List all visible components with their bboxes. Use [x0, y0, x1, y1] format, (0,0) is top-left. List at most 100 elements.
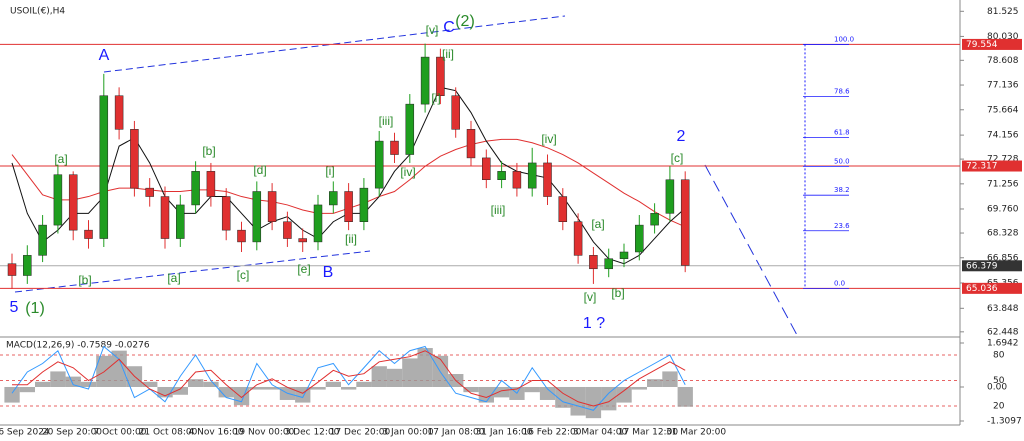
macd-bar — [325, 381, 341, 387]
y-tick-label: 62.448 — [987, 327, 1019, 337]
y-tick-label: 1.6942 — [987, 339, 1019, 349]
macd-bar — [524, 386, 540, 393]
fib-level-label: 23.6 — [834, 222, 850, 230]
wave-label: [d] — [253, 163, 266, 177]
x-tick-label: 31 Mar 20:00 — [666, 428, 726, 438]
y-tick-label: 0.00 — [987, 382, 1007, 392]
wave-label: [a] — [54, 152, 67, 166]
wave-label: 2 — [677, 128, 686, 145]
x-tick-label: 16 Feb 22:00 — [522, 428, 581, 438]
wave-label: [v] — [426, 23, 439, 37]
y-tick-label: 63.848 — [987, 304, 1019, 314]
candle-body — [53, 174, 63, 226]
candle-body — [543, 162, 552, 197]
oscillator-line — [12, 350, 686, 407]
candle-body — [589, 255, 598, 270]
wave-label: 5 — [10, 299, 19, 316]
wave-label: 1 ? — [583, 315, 605, 332]
wave-label: A — [99, 47, 110, 64]
trend-line — [704, 164, 798, 336]
macd-bar — [310, 386, 326, 390]
x-tick-label: 21 Oct 08:00 — [139, 428, 198, 438]
candle-body — [329, 191, 338, 206]
candle-body — [99, 95, 109, 239]
macd-bar — [341, 386, 357, 390]
candle-body — [527, 162, 537, 189]
macd-bar — [19, 386, 35, 393]
macd-bar — [371, 366, 387, 387]
oscillator-line — [11, 345, 686, 411]
macd-bar — [35, 381, 51, 387]
candle-body — [267, 191, 277, 222]
candle-body — [344, 191, 353, 222]
x-tick-label: 17 Dec 20:00 — [330, 428, 391, 438]
wave-label: [c] — [237, 268, 250, 282]
wave-label: C — [443, 19, 455, 36]
fib-level-label: 50.0 — [834, 157, 850, 165]
wave-label: [v] — [584, 290, 597, 304]
candle-body — [635, 224, 644, 253]
price-flag — [962, 38, 1022, 50]
x-tick-label: 17 Mar 12:00 — [618, 428, 678, 438]
wave-label: [c] — [671, 151, 684, 165]
x-tick-label: 7 Oct 00:00 — [94, 428, 147, 438]
price-flag — [962, 260, 1022, 272]
macd-bar — [601, 386, 617, 411]
candle-body — [359, 187, 369, 222]
macd-bar — [111, 350, 127, 387]
wave-label: [b] — [78, 273, 91, 287]
candle-body — [298, 238, 307, 243]
macd-bar — [218, 386, 234, 398]
wave-label: [i] — [325, 164, 334, 178]
wave-label: B — [323, 264, 334, 281]
wave-label: [b] — [202, 144, 215, 158]
candle-body — [206, 171, 216, 197]
candle-body — [23, 255, 32, 276]
candle-body — [558, 196, 568, 222]
candle-body — [313, 204, 323, 243]
candle-body — [38, 224, 47, 256]
candle-body — [650, 213, 659, 226]
candle-body — [7, 263, 17, 276]
fib-level-label: 0.0 — [834, 279, 845, 287]
y-tick-label: 81.525 — [987, 7, 1019, 17]
wave-label: [iv] — [541, 132, 556, 146]
macd-bar — [677, 386, 693, 407]
candle-body — [680, 179, 690, 266]
macd-bar — [65, 376, 81, 387]
macd-bar — [616, 386, 632, 403]
macd-bar — [647, 379, 663, 387]
macd-bar — [662, 371, 678, 387]
macd-bar — [264, 386, 280, 390]
price-flag — [962, 160, 1022, 172]
wave-label: [a] — [591, 217, 604, 231]
price-flag-label: 66.379 — [966, 261, 998, 271]
x-tick-label: 3 Mar 04:00 — [573, 428, 628, 438]
x-tick-label: 20 Sep 20:00 — [42, 428, 102, 438]
y-tick-label: 78.608 — [987, 56, 1019, 66]
candle-body — [420, 56, 430, 105]
macd-bar — [478, 386, 494, 403]
x-tick-label: 3 Jan 00:00 — [382, 428, 434, 438]
macd-bar — [463, 386, 479, 393]
wave-label: [a] — [167, 271, 180, 285]
y-tick-label: -1.3097 — [987, 417, 1022, 427]
candle-body — [283, 221, 292, 239]
y-tick-label: 75.664 — [987, 105, 1019, 115]
macd-bar — [249, 386, 265, 390]
candle-body — [68, 174, 78, 231]
candle-body — [390, 140, 399, 155]
y-tick-label: 77.136 — [987, 81, 1019, 91]
candle-body — [466, 129, 476, 159]
x-tick-label: 19 Nov 00:00 — [234, 428, 295, 438]
macd-bar — [4, 386, 20, 403]
fib-level-label: 100.0 — [834, 35, 854, 43]
candle-body — [497, 171, 506, 180]
fib-level-label: 61.8 — [834, 129, 850, 137]
wave-label: [ii] — [345, 232, 357, 246]
candle-body — [114, 95, 124, 130]
x-tick-label: 6 Sep 2024 — [0, 428, 50, 438]
price-flag — [962, 282, 1022, 294]
wave-label: [iv] — [400, 165, 415, 179]
